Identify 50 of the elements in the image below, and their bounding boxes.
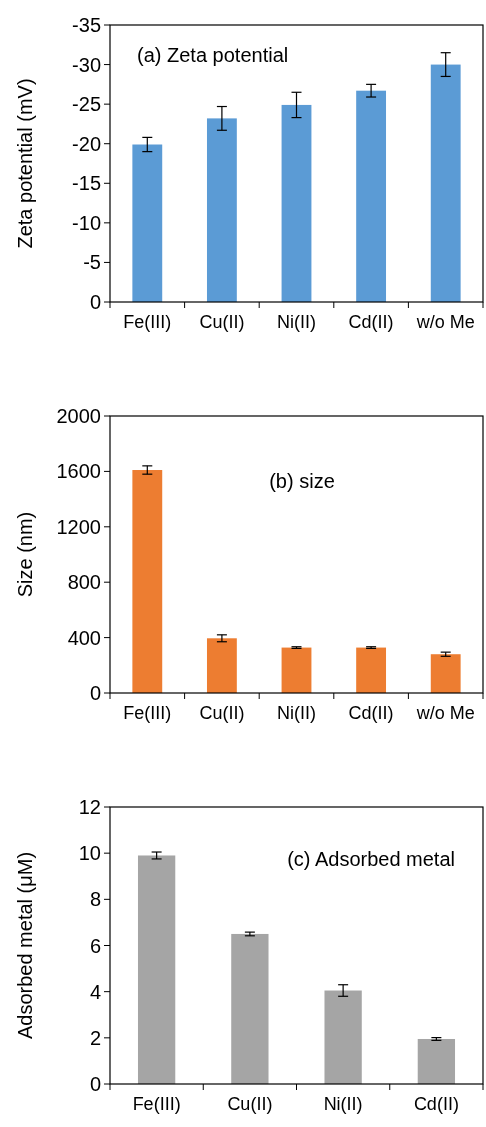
y-tick-label: -20 xyxy=(72,132,101,155)
x-tick-label: Cu(II) xyxy=(199,703,245,723)
y-tick-label: 400 xyxy=(67,626,101,649)
y-tick-label: -35 xyxy=(72,14,101,36)
bar xyxy=(281,647,312,693)
y-axis-title: Adsorbed metal (μM) xyxy=(14,851,36,1040)
x-tick-label: Cd(II) xyxy=(348,703,394,723)
x-tick-label: w/o Me xyxy=(415,312,475,332)
y-tick-label: -30 xyxy=(72,53,101,76)
y-tick-label: 0 xyxy=(89,1073,101,1095)
x-tick-label: Ni(II) xyxy=(323,1094,363,1114)
x-tick-label: Fe(III) xyxy=(132,1094,181,1114)
y-tick-label: 2000 xyxy=(56,405,101,427)
x-tick-label: w/o Me xyxy=(415,703,475,723)
bar xyxy=(356,647,387,693)
y-tick-label: 12 xyxy=(78,796,101,818)
y-tick-label: -10 xyxy=(72,211,101,234)
y-tick-label: -25 xyxy=(72,93,101,116)
bar xyxy=(231,933,269,1084)
x-tick-label: Cu(II) xyxy=(227,1094,273,1114)
annotation: (c) Adsorbed metal xyxy=(287,848,455,870)
y-axis-title: Size (nm) xyxy=(14,511,36,598)
y-tick-label: 6 xyxy=(89,934,101,957)
x-tick-label: Cd(II) xyxy=(348,312,394,332)
y-axis-title: Zeta potential (mV) xyxy=(14,78,36,249)
annotation: (a) Zeta potential xyxy=(137,44,289,66)
bar xyxy=(430,654,461,693)
x-tick-label: Fe(III) xyxy=(123,312,172,332)
y-tick-label: 8 xyxy=(89,888,101,911)
x-tick-label: Fe(III) xyxy=(123,703,172,723)
y-tick-label: 10 xyxy=(78,842,101,865)
bar xyxy=(132,470,163,693)
y-tick-label: 1600 xyxy=(56,460,101,483)
y-tick-label: 800 xyxy=(67,571,101,594)
x-tick-label: Ni(II) xyxy=(277,312,316,332)
y-tick-label: -5 xyxy=(83,251,101,274)
x-tick-label: Cu(II) xyxy=(199,312,245,332)
bar xyxy=(417,1038,456,1084)
y-tick-label: 0 xyxy=(89,682,101,704)
x-tick-label: Ni(II) xyxy=(277,703,316,723)
y-tick-label: 2 xyxy=(89,1026,101,1049)
y-tick-label: 1200 xyxy=(56,515,101,538)
annotation: (b) size xyxy=(269,470,335,492)
y-tick-label: -15 xyxy=(72,172,101,195)
bar xyxy=(206,638,237,693)
bar xyxy=(324,990,362,1084)
y-tick-label: 0 xyxy=(89,291,101,313)
x-tick-label: Cd(II) xyxy=(413,1094,459,1114)
y-tick-label: 4 xyxy=(89,980,101,1003)
bar xyxy=(137,855,176,1084)
